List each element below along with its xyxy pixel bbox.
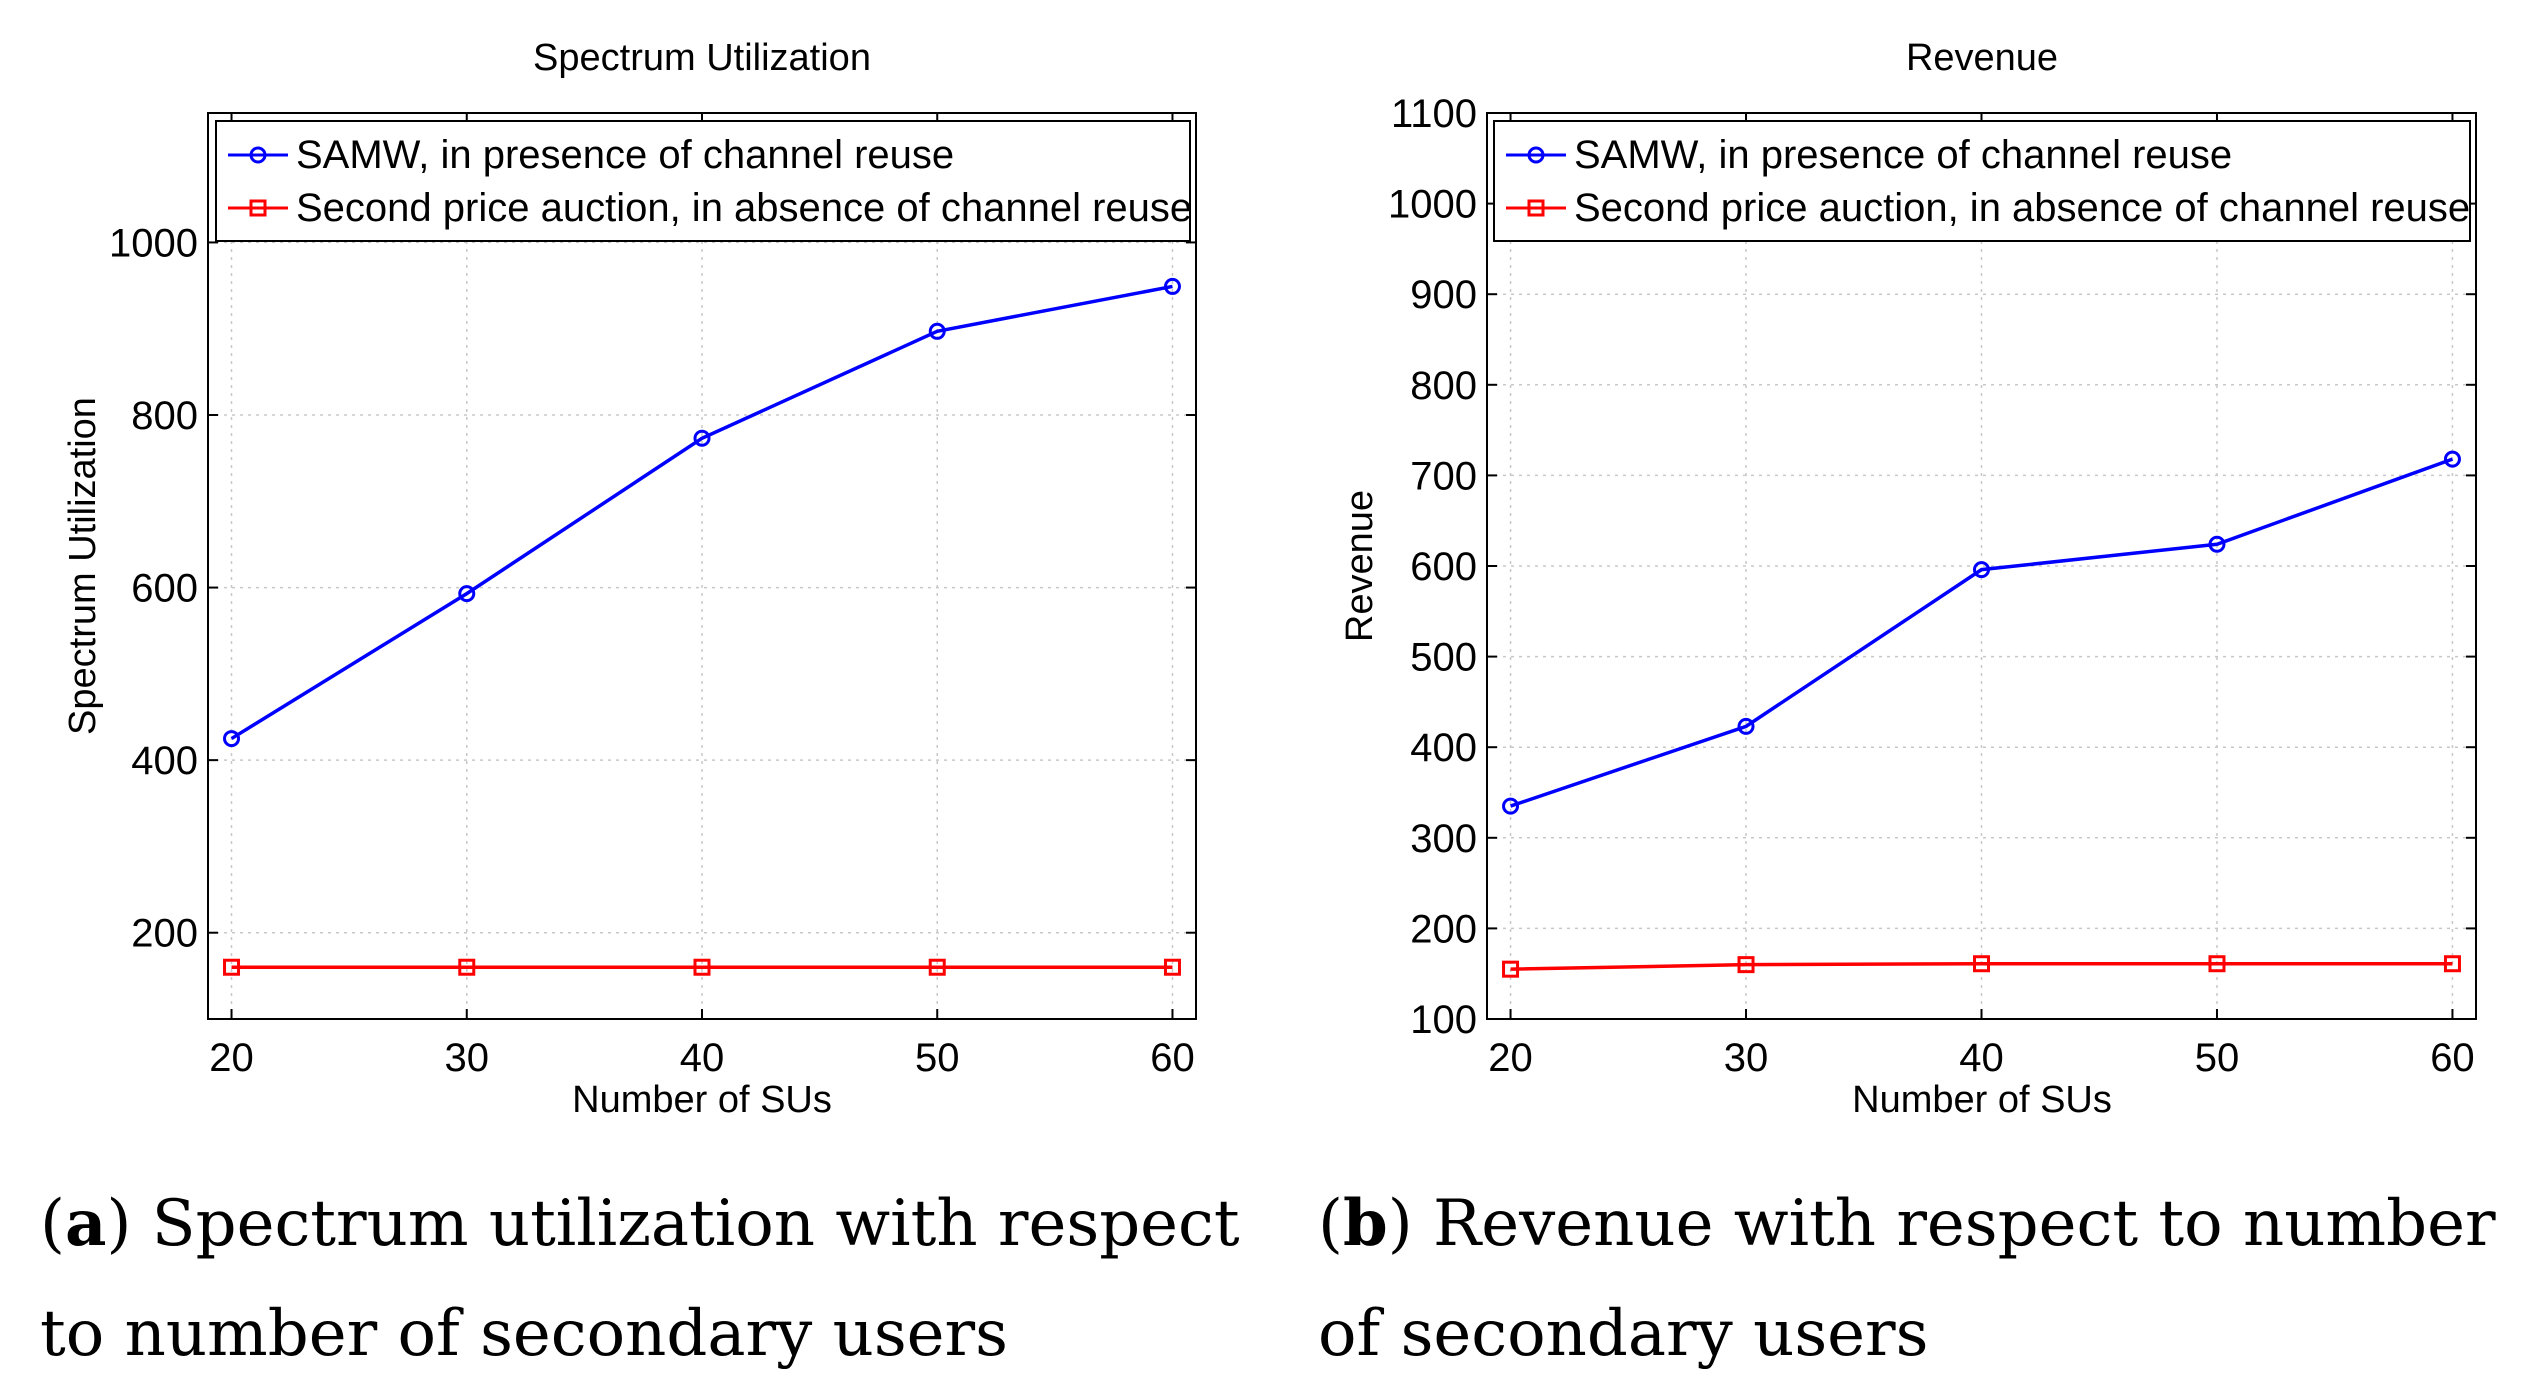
data-point-samw bbox=[2208, 535, 2226, 553]
caption-a-text-1: ) Spectrum utilization with respect bbox=[106, 1187, 1239, 1261]
x-tick-label: 50 bbox=[2195, 1036, 2240, 1080]
y-tick-label: 500 bbox=[1410, 636, 1477, 680]
data-point-samw bbox=[928, 322, 946, 340]
y-tick-label: 800 bbox=[1410, 364, 1477, 408]
legend-box bbox=[1493, 120, 2471, 242]
chart-title: Spectrum Utilization bbox=[533, 37, 871, 79]
x-tick-label: 40 bbox=[680, 1036, 725, 1080]
y-tick-label: 1000 bbox=[1388, 183, 1477, 227]
x-tick-label: 30 bbox=[1724, 1036, 1769, 1080]
y-tick-label: 800 bbox=[131, 394, 198, 438]
caption-b-line-2: of secondary users bbox=[1318, 1297, 1928, 1371]
data-point-second-price bbox=[1973, 955, 1990, 973]
data-point-samw bbox=[1163, 277, 1181, 295]
legend-label-samw: SAMW, in presence of channel reuse bbox=[296, 133, 954, 177]
x-tick-label: 30 bbox=[445, 1036, 490, 1080]
data-point-samw bbox=[1502, 797, 1520, 815]
legend: SAMW, in presence of channel reuse Secon… bbox=[215, 120, 1192, 242]
x-tick-label: 60 bbox=[1150, 1036, 1195, 1080]
y-tick-label: 600 bbox=[131, 567, 198, 611]
data-point-second-price bbox=[928, 958, 946, 976]
y-tick-label: 1000 bbox=[109, 221, 198, 265]
y-tick-label: 100 bbox=[1410, 998, 1477, 1042]
legend-marker-second-price bbox=[249, 199, 267, 217]
data-point-samw bbox=[693, 429, 711, 447]
x-tick-label: 60 bbox=[2430, 1036, 2475, 1080]
y-tick-label: 900 bbox=[1410, 273, 1477, 317]
data-point-samw bbox=[458, 585, 476, 603]
data-point-second-price bbox=[1163, 958, 1181, 976]
legend-box bbox=[215, 120, 1191, 242]
legend-marker-second-price bbox=[1527, 199, 1545, 217]
y-tick-label: 600 bbox=[1410, 545, 1477, 589]
caption-b-line-1: (b) Revenue with respect to number bbox=[1318, 1186, 2496, 1261]
data-point-samw bbox=[223, 730, 241, 748]
x-tick-label: 50 bbox=[915, 1036, 960, 1080]
data-point-second-price bbox=[2443, 955, 2461, 973]
series-line-samw bbox=[1509, 457, 2454, 808]
y-tick-label: 1100 bbox=[1391, 92, 1477, 136]
x-tick-label: 40 bbox=[1959, 1036, 2004, 1080]
caption-b-text-1: ) Revenue with respect to number bbox=[1388, 1187, 2496, 1261]
legend: SAMW, in presence of channel reuse Secon… bbox=[1493, 120, 2471, 242]
legend-label-second-price: Second price auction, in absence of chan… bbox=[1574, 186, 2470, 230]
caption-a-label: a bbox=[65, 1186, 106, 1261]
series-line-samw bbox=[230, 284, 1173, 741]
data-point-second-price bbox=[1502, 960, 1520, 978]
caption-b-label: b bbox=[1343, 1186, 1388, 1261]
chart-title: Revenue bbox=[1906, 37, 2058, 79]
data-point-second-price bbox=[693, 958, 711, 976]
data-point-second-price bbox=[1737, 956, 1755, 974]
x-axis-label: Number of SUs bbox=[572, 1079, 832, 1121]
series-line-second-price bbox=[1510, 961, 2453, 971]
x-tick-label: 20 bbox=[209, 1036, 254, 1080]
caption-a-line-2: to number of secondary users bbox=[40, 1297, 1008, 1371]
y-axis-label: Spectrum Utilization bbox=[62, 397, 104, 735]
y-tick-label: 700 bbox=[1410, 454, 1477, 498]
data-point-second-price bbox=[458, 958, 476, 976]
legend-label-second-price: Second price auction, in absence of chan… bbox=[296, 186, 1192, 230]
data-point-samw bbox=[1737, 717, 1755, 735]
data-point-samw bbox=[2443, 450, 2461, 468]
y-tick-label: 400 bbox=[131, 739, 198, 783]
data-point-second-price bbox=[2208, 955, 2226, 973]
y-axis-label: Revenue bbox=[1339, 490, 1381, 642]
legend-marker-samw bbox=[1527, 146, 1545, 164]
caption-a-line-1: (a) Spectrum utilization with respect bbox=[40, 1186, 1240, 1261]
chart-spectrum-utilization: Spectrum Utilization Number of SUs Spect… bbox=[62, 37, 1197, 1121]
x-tick-label: 20 bbox=[1488, 1036, 1533, 1080]
y-tick-label: 300 bbox=[1410, 817, 1477, 861]
data-point-second-price bbox=[223, 958, 241, 976]
legend-marker-samw bbox=[249, 146, 267, 164]
data-point-samw bbox=[1973, 561, 1990, 579]
y-tick-label: 200 bbox=[131, 912, 198, 956]
x-axis-label: Number of SUs bbox=[1852, 1079, 2112, 1121]
y-tick-label: 200 bbox=[1410, 907, 1477, 951]
chart-revenue: Revenue Number of SUs Revenue 20 30 40 50 60… bbox=[1339, 37, 2477, 1121]
legend-label-samw: SAMW, in presence of channel reuse bbox=[1574, 133, 2232, 177]
y-tick-label: 400 bbox=[1410, 726, 1477, 770]
